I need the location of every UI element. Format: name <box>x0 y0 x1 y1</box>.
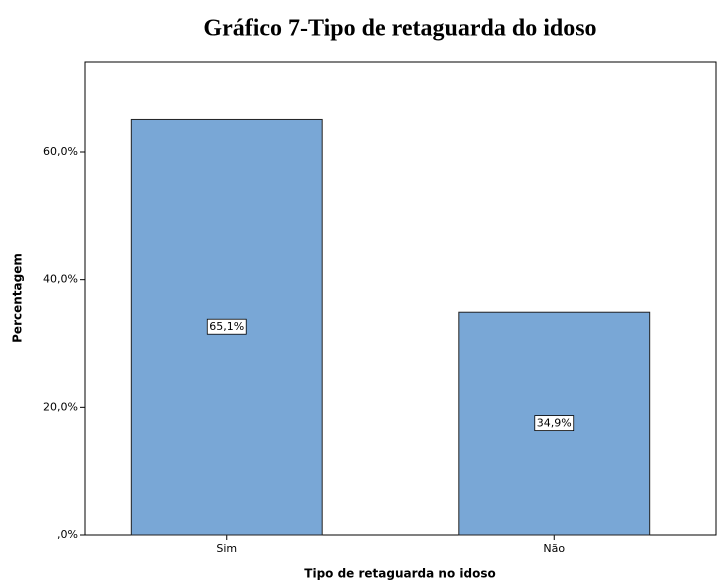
y-tick-label: ,0% <box>57 528 78 541</box>
x-axis-title: Tipo de retaguarda no idoso <box>304 567 495 581</box>
data-label-box <box>206 318 247 335</box>
data-label-box <box>534 415 575 432</box>
data-label: 34,9% <box>537 417 572 430</box>
plot-frame <box>84 61 717 536</box>
x-tick-label: Não <box>543 542 565 555</box>
x-tick-label: Sim <box>216 542 237 555</box>
data-label: 65,1% <box>209 320 244 333</box>
y-axis-title: Percentagem <box>11 253 25 343</box>
y-tick-label: 60,0% <box>43 145 78 158</box>
y-tick-label: 20,0% <box>43 400 78 413</box>
chart-title: Gráfico 7-Tipo de retaguarda do idoso <box>203 16 596 42</box>
y-tick-label: 40,0% <box>43 273 78 286</box>
